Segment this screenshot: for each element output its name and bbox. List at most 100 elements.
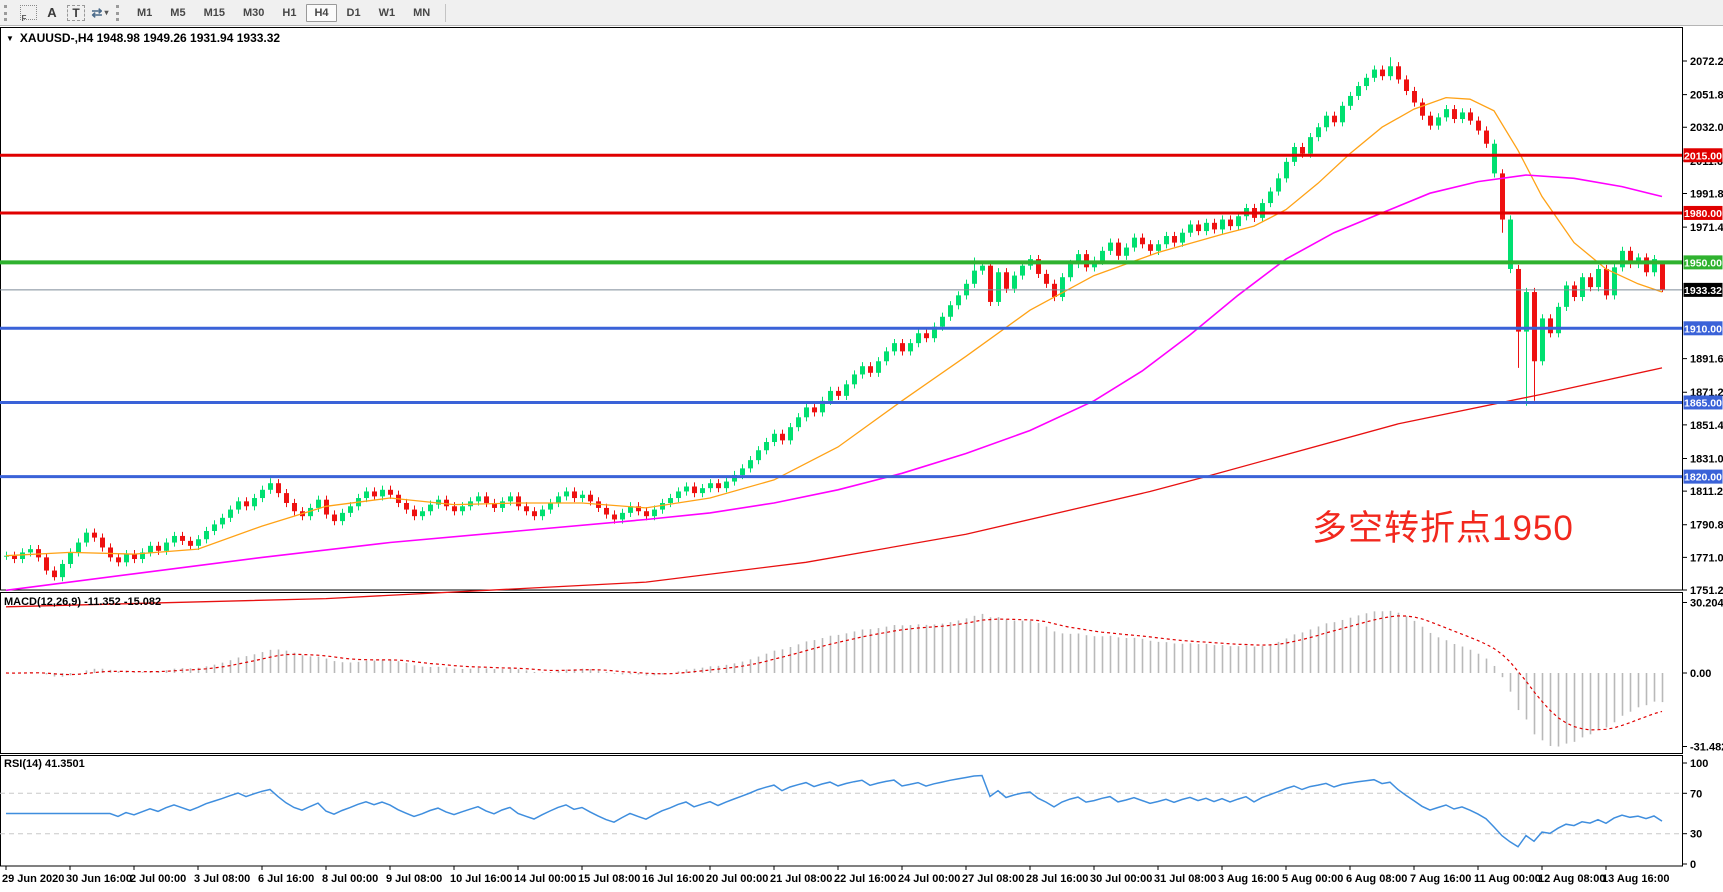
timeframe-mn[interactable]: MN (413, 6, 431, 19)
rsi-line (6, 774, 1663, 848)
timeframe-m15[interactable]: M15 (203, 6, 225, 19)
svg-text:10 Jul 16:00: 10 Jul 16:00 (450, 873, 512, 885)
svg-text:1820.00: 1820.00 (1684, 472, 1722, 484)
svg-text:15 Jul 08:00: 15 Jul 08:00 (578, 873, 640, 885)
letter-a-icon: A (47, 5, 57, 20)
svg-text:16 Jul 16:00: 16 Jul 16:00 (642, 873, 704, 885)
mid-ma-line (5, 174, 1663, 592)
svg-text:-31.482: -31.482 (1690, 742, 1723, 754)
font-tool-button[interactable]: A (40, 3, 64, 23)
candlestick-series (4, 57, 1665, 582)
svg-text:1891.60: 1891.60 (1690, 354, 1723, 366)
svg-text:5 Aug 00:00: 5 Aug 00:00 (1282, 873, 1343, 885)
svg-text:2032.00: 2032.00 (1690, 122, 1723, 134)
macd-histogram (13, 610, 1664, 747)
svg-text:30 Jul 00:00: 30 Jul 00:00 (1090, 873, 1152, 885)
date-axis[interactable]: 29 Jun 2020 30 Jun 16:002 Jul 00:00 3 Jul … (2, 866, 1669, 885)
toolbar-drag-handle[interactable] (4, 4, 10, 21)
chart-title-text: XAUUSD-,H4 1948.98 1949.26 1931.94 1933.… (19, 31, 281, 45)
svg-text:13 Aug 16:00: 13 Aug 16:00 (1602, 873, 1669, 885)
svg-text:1811.20: 1811.20 (1690, 486, 1723, 498)
rsi-indicator-label: RSI(14) 41.3501 (4, 758, 85, 770)
macd-indicator-label: MACD(12,26,9) -11.352 -15.082 (4, 596, 162, 608)
text-tool-button[interactable]: T (64, 3, 88, 23)
svg-text:30: 30 (1690, 829, 1702, 841)
rsi-level-lines (0, 792, 1682, 835)
svg-text:1831.00: 1831.00 (1690, 453, 1723, 465)
svg-text:9 Jul 08:00: 9 Jul 08:00 (386, 873, 442, 885)
svg-text:1980.00: 1980.00 (1684, 208, 1722, 220)
current-price-badge: 1933.32 (1683, 282, 1723, 297)
price-badge-1865.00: 1865.00 (1683, 395, 1723, 410)
timeframe-h1[interactable]: H1 (282, 6, 297, 19)
quick-trade-arrow-icon[interactable]: ▼ (6, 33, 14, 43)
timeframe-w1[interactable]: W1 (378, 6, 396, 19)
svg-text:0.00: 0.00 (1690, 668, 1711, 680)
svg-text:11 Aug 00:00: 11 Aug 00:00 (1474, 873, 1541, 885)
timeframe-m30[interactable]: M30 (242, 6, 265, 19)
svg-text:0: 0 (1690, 859, 1696, 871)
timeframe-m1[interactable]: M1 (137, 6, 153, 19)
grid-f-icon: F (19, 5, 37, 23)
svg-text:2051.80: 2051.80 (1690, 90, 1723, 102)
timeframe-group: M1 M5 M15 M30 H1 H4 D1 W1 MN (128, 3, 439, 22)
svg-text:6 Aug 08:00: 6 Aug 08:00 (1346, 873, 1407, 885)
toolbar-separator (445, 3, 447, 22)
svg-text:30.204: 30.204 (1690, 597, 1723, 609)
macd-signal-line (5, 615, 1663, 731)
price-badge-1950.00: 1950.00 (1683, 255, 1723, 270)
svg-text:1933.32: 1933.32 (1684, 285, 1722, 297)
toolbar: F A T ⇄ ▾ M1 M5 M15 M30 H1 H4 D1 W1 MN (0, 0, 1723, 26)
price-badge-1980.00: 1980.00 (1683, 205, 1723, 220)
svg-text:3 Jul 08:00: 3 Jul 08:00 (194, 873, 250, 885)
svg-text:29 Jun 2020: 29 Jun 2020 (2, 873, 64, 885)
timeframe-toolbar-handle[interactable] (116, 4, 122, 21)
svg-text:12 Aug 08:00: 12 Aug 08:00 (1538, 873, 1605, 885)
svg-text:70: 70 (1690, 788, 1702, 800)
text-box-icon: T (67, 4, 85, 21)
svg-text:24 Jul 00:00: 24 Jul 00:00 (898, 873, 960, 885)
macd-axis: 30.204 0.00 -31.482 (1682, 597, 1723, 754)
svg-text:30 Jun 16:00: 30 Jun 16:00 (66, 873, 132, 885)
svg-text:1865.00: 1865.00 (1684, 397, 1722, 409)
svg-text:1751.20: 1751.20 (1690, 585, 1723, 597)
timeframe-h4[interactable]: H4 (306, 3, 337, 22)
panel-borders (0, 27, 1683, 867)
svg-text:1790.80: 1790.80 (1690, 520, 1723, 532)
svg-text:1950.00: 1950.00 (1684, 257, 1722, 269)
chevron-down-icon: ▾ (104, 8, 109, 17)
svg-text:27 Jul 08:00: 27 Jul 08:00 (962, 873, 1024, 885)
svg-text:20 Jul 00:00: 20 Jul 00:00 (706, 873, 768, 885)
svg-text:31 Jul 08:00: 31 Jul 08:00 (1154, 873, 1216, 885)
slow-ma-line (5, 367, 1663, 608)
svg-text:8 Jul 00:00: 8 Jul 00:00 (322, 873, 378, 885)
svg-text:6 Jul 16:00: 6 Jul 16:00 (258, 873, 314, 885)
svg-text:2 Jul 00:00: 2 Jul 00:00 (130, 873, 186, 885)
swap-arrows-icon: ⇄ (91, 4, 103, 20)
svg-text:100: 100 (1690, 758, 1708, 770)
chart-title: ▼ XAUUSD-,H4 1948.98 1949.26 1931.94 193… (6, 31, 280, 45)
svg-text:14 Jul 00:00: 14 Jul 00:00 (514, 873, 576, 885)
svg-text:22 Jul 16:00: 22 Jul 16:00 (834, 873, 896, 885)
price-badge-1820.00: 1820.00 (1683, 469, 1723, 484)
svg-text:1851.40: 1851.40 (1690, 420, 1723, 432)
price-badge-1910.00: 1910.00 (1683, 321, 1723, 336)
timeframe-m5[interactable]: M5 (170, 6, 186, 19)
rsi-axis: 100 70 30 0 (1682, 758, 1708, 871)
timeframe-d1[interactable]: D1 (346, 6, 361, 19)
chinese-annotation-text[interactable]: 多空转折点1950 (1312, 509, 1574, 548)
svg-text:1991.80: 1991.80 (1690, 188, 1723, 200)
svg-text:28 Jul 16:00: 28 Jul 16:00 (1026, 873, 1088, 885)
indicators-button[interactable]: F (16, 3, 40, 23)
fast-ma-line (5, 96, 1663, 557)
svg-text:1910.00: 1910.00 (1684, 323, 1722, 335)
svg-text:2015.00: 2015.00 (1684, 150, 1722, 162)
svg-text:2072.20: 2072.20 (1690, 56, 1723, 68)
price-badge-2015.00: 2015.00 (1683, 148, 1723, 163)
cycle-tool-button[interactable]: ⇄ ▾ (88, 3, 112, 23)
svg-text:3 Aug 16:00: 3 Aug 16:00 (1218, 873, 1279, 885)
svg-text:21 Jul 08:00: 21 Jul 08:00 (770, 873, 832, 885)
svg-text:1771.00: 1771.00 (1690, 552, 1723, 564)
svg-text:7 Aug 16:00: 7 Aug 16:00 (1410, 873, 1471, 885)
